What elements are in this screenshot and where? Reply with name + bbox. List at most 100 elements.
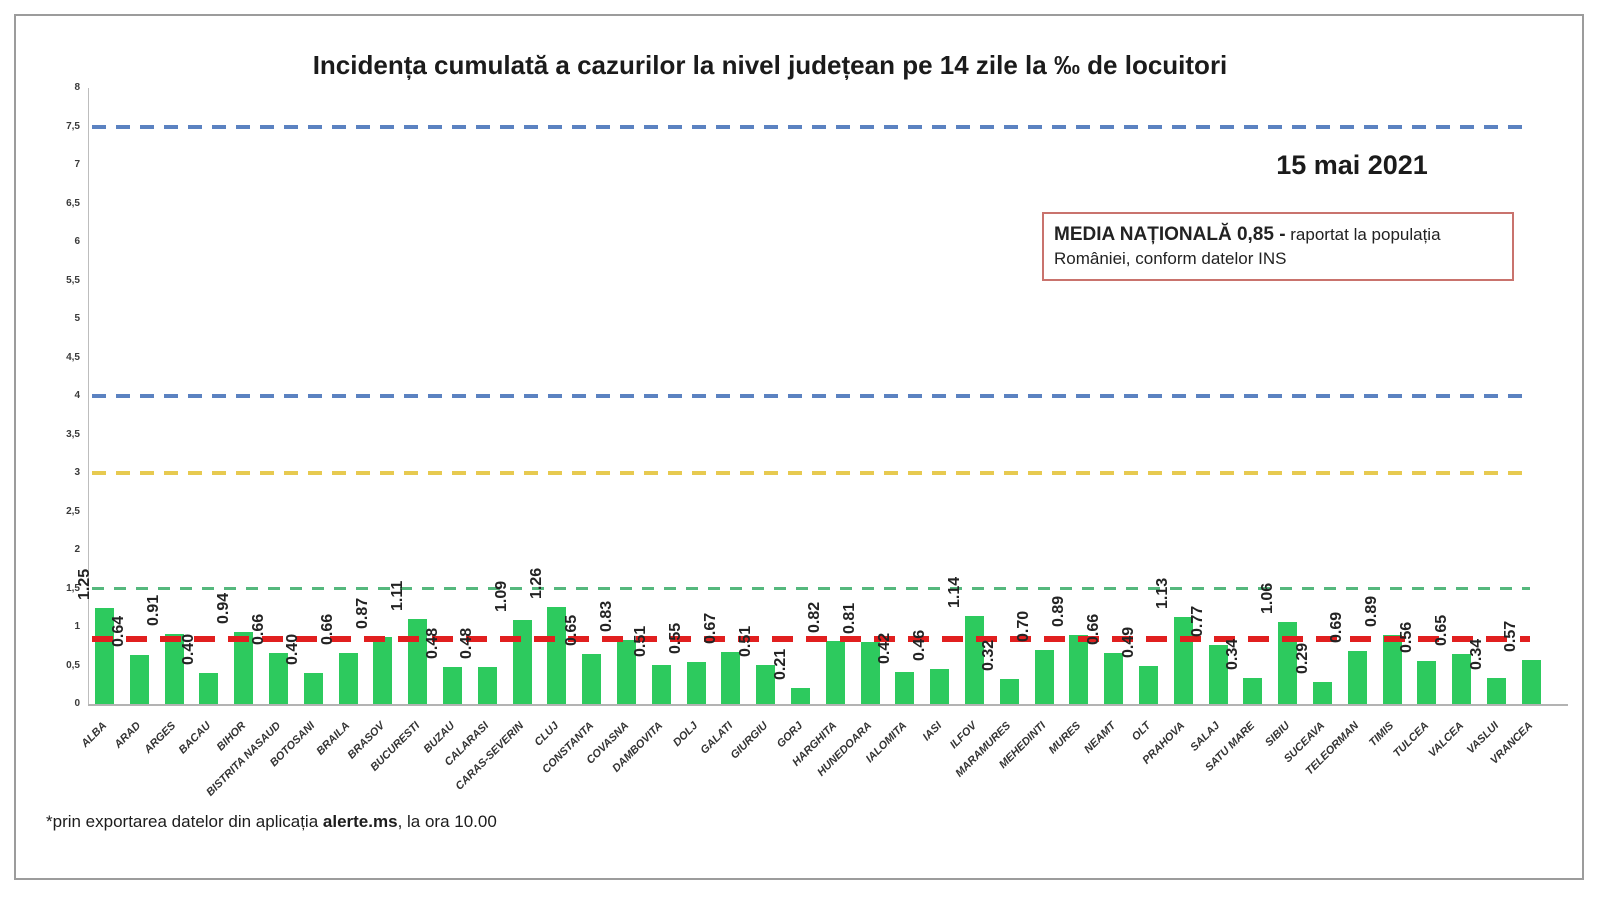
bar-value-label: 0.83 <box>597 600 615 633</box>
reference-line-lower-blue-threshold <box>92 394 1530 398</box>
bar-value-label: 0.64 <box>110 615 128 647</box>
bar-value-label: 0.94 <box>214 592 232 624</box>
bar-vrancea <box>1521 660 1541 704</box>
bar-sibiu <box>1278 622 1298 704</box>
y-axis-tick-label: 6 <box>74 236 80 247</box>
reference-line-green-threshold <box>92 587 1530 590</box>
bar-dolj <box>686 661 706 704</box>
date-label: 15 mai 2021 <box>1276 150 1428 180</box>
bar-covasna <box>617 640 636 704</box>
bar-salaj <box>1208 644 1228 704</box>
bar-arad <box>129 654 149 704</box>
bar-value-label: 0.51 <box>736 625 754 657</box>
bar-tulcea <box>1417 660 1437 704</box>
bar-value-label: 1.11 <box>388 580 406 611</box>
bar-galati <box>721 652 741 704</box>
footnote-app-name: alerte.ms <box>322 812 398 831</box>
y-axis-tick-label: 7 <box>74 159 80 170</box>
reference-line-national-average <box>92 635 1530 642</box>
bar-value-label: 0.69 <box>1328 611 1346 643</box>
bar-giurgiu <box>756 664 776 704</box>
bar-value-label: 0.70 <box>1015 610 1033 643</box>
bar-value-label: 0.66 <box>319 614 337 646</box>
bar-value-label: 1.13 <box>1154 577 1172 609</box>
y-axis-tick-label: 8 <box>74 82 80 93</box>
bar-value-label: 1.09 <box>493 580 511 613</box>
footnote: *prin exportarea datelor din aplicația a… <box>46 812 497 832</box>
bar-vaslui <box>1487 677 1506 704</box>
y-axis-tick-label: 1,5 <box>66 582 80 594</box>
bar-gorj <box>791 687 810 704</box>
bar-value-label: 0.91 <box>145 594 163 626</box>
y-axis-tick-label: 2 <box>74 544 80 555</box>
bar-value-label: 0.32 <box>980 640 998 672</box>
bar-value-label: 0.65 <box>1432 614 1450 646</box>
bar-caras-severin <box>512 620 532 704</box>
bar-ialomita <box>895 671 915 704</box>
bar-value-label: 0.46 <box>910 629 928 661</box>
bar-value-label: 0.21 <box>771 648 789 680</box>
y-axis-tick-label: 4,5 <box>66 351 80 363</box>
bar-value-label: 0.87 <box>353 597 371 629</box>
bar-value-label: 0.42 <box>875 632 893 664</box>
bar-value-label: 0.67 <box>701 613 719 645</box>
bar-buzau <box>443 667 462 704</box>
bar-value-label: 0.40 <box>179 634 197 666</box>
bar-constanta <box>582 653 602 704</box>
reference-line-upper-blue-threshold <box>92 124 1530 129</box>
bar-value-label: 0.65 <box>562 614 580 646</box>
bar-bacau <box>199 673 219 704</box>
y-axis-tick-label: 0 <box>74 698 80 709</box>
bar-value-label: 0.34 <box>1223 638 1241 670</box>
y-axis-tick-label: 5 <box>74 313 80 324</box>
y-axis-tick-label: 7,5 <box>66 120 80 132</box>
bar-bistrita-nasaud <box>269 653 288 704</box>
bar-suceava <box>1313 681 1332 704</box>
bar-value-label: 0.48 <box>458 627 476 660</box>
footnote-suffix: , la ora 10.00 <box>397 812 497 831</box>
y-axis-tick-label: 0,5 <box>66 659 80 671</box>
bar-value-label: 0.49 <box>1119 627 1137 659</box>
bar-teleorman <box>1347 650 1367 704</box>
bar-botosani <box>303 673 323 704</box>
y-axis-tick-label: 2,5 <box>66 505 80 517</box>
bar-bihor <box>234 631 254 704</box>
x-axis-line <box>88 704 1568 706</box>
bar-arges <box>164 633 184 704</box>
chart-title: Incidența cumulată a cazurilor la nivel … <box>312 50 1228 80</box>
bar-mehedinti <box>1034 650 1054 704</box>
chart-outer-border <box>14 14 1584 880</box>
bar-alba <box>95 607 114 704</box>
bar-value-label: 0.48 <box>423 627 441 660</box>
bar-value-label: 0.57 <box>1502 620 1520 653</box>
bar-value-label: 0.56 <box>1397 621 1415 653</box>
bar-neamt <box>1104 653 1124 704</box>
bar-value-label: 0.55 <box>667 622 685 654</box>
bar-value-label: 0.29 <box>1293 642 1311 674</box>
bar-braila <box>338 653 358 704</box>
y-axis-tick-label: 3,5 <box>66 428 80 440</box>
bar-value-label: 0.40 <box>284 634 302 666</box>
bar-iasi <box>930 668 950 704</box>
y-axis-line <box>88 88 89 704</box>
y-axis-tick-label: 5,5 <box>66 274 80 286</box>
bar-satu-mare <box>1243 677 1263 704</box>
bar-value-label: 0.51 <box>632 625 650 657</box>
bar-value-label: 0.82 <box>806 601 824 633</box>
bar-value-label: 0.66 <box>1084 614 1102 646</box>
bar-value-label: 1.26 <box>527 567 545 599</box>
bar-value-label: 1.25 <box>75 568 93 600</box>
bar-value-label: 1.06 <box>1258 583 1276 615</box>
bar-harghita <box>825 640 845 704</box>
y-axis-tick-label: 1 <box>74 621 80 632</box>
y-axis-tick-label: 3 <box>74 467 80 478</box>
bar-olt <box>1139 666 1158 704</box>
bar-hunedoara <box>860 641 880 704</box>
bar-value-label: 0.34 <box>1467 638 1485 670</box>
bar-value-label: 0.77 <box>1189 605 1207 637</box>
bar-valcea <box>1452 653 1472 704</box>
bar-mures <box>1069 635 1089 704</box>
bar-value-label: 0.89 <box>1363 596 1381 628</box>
y-axis-tick-label: 4 <box>74 390 80 401</box>
